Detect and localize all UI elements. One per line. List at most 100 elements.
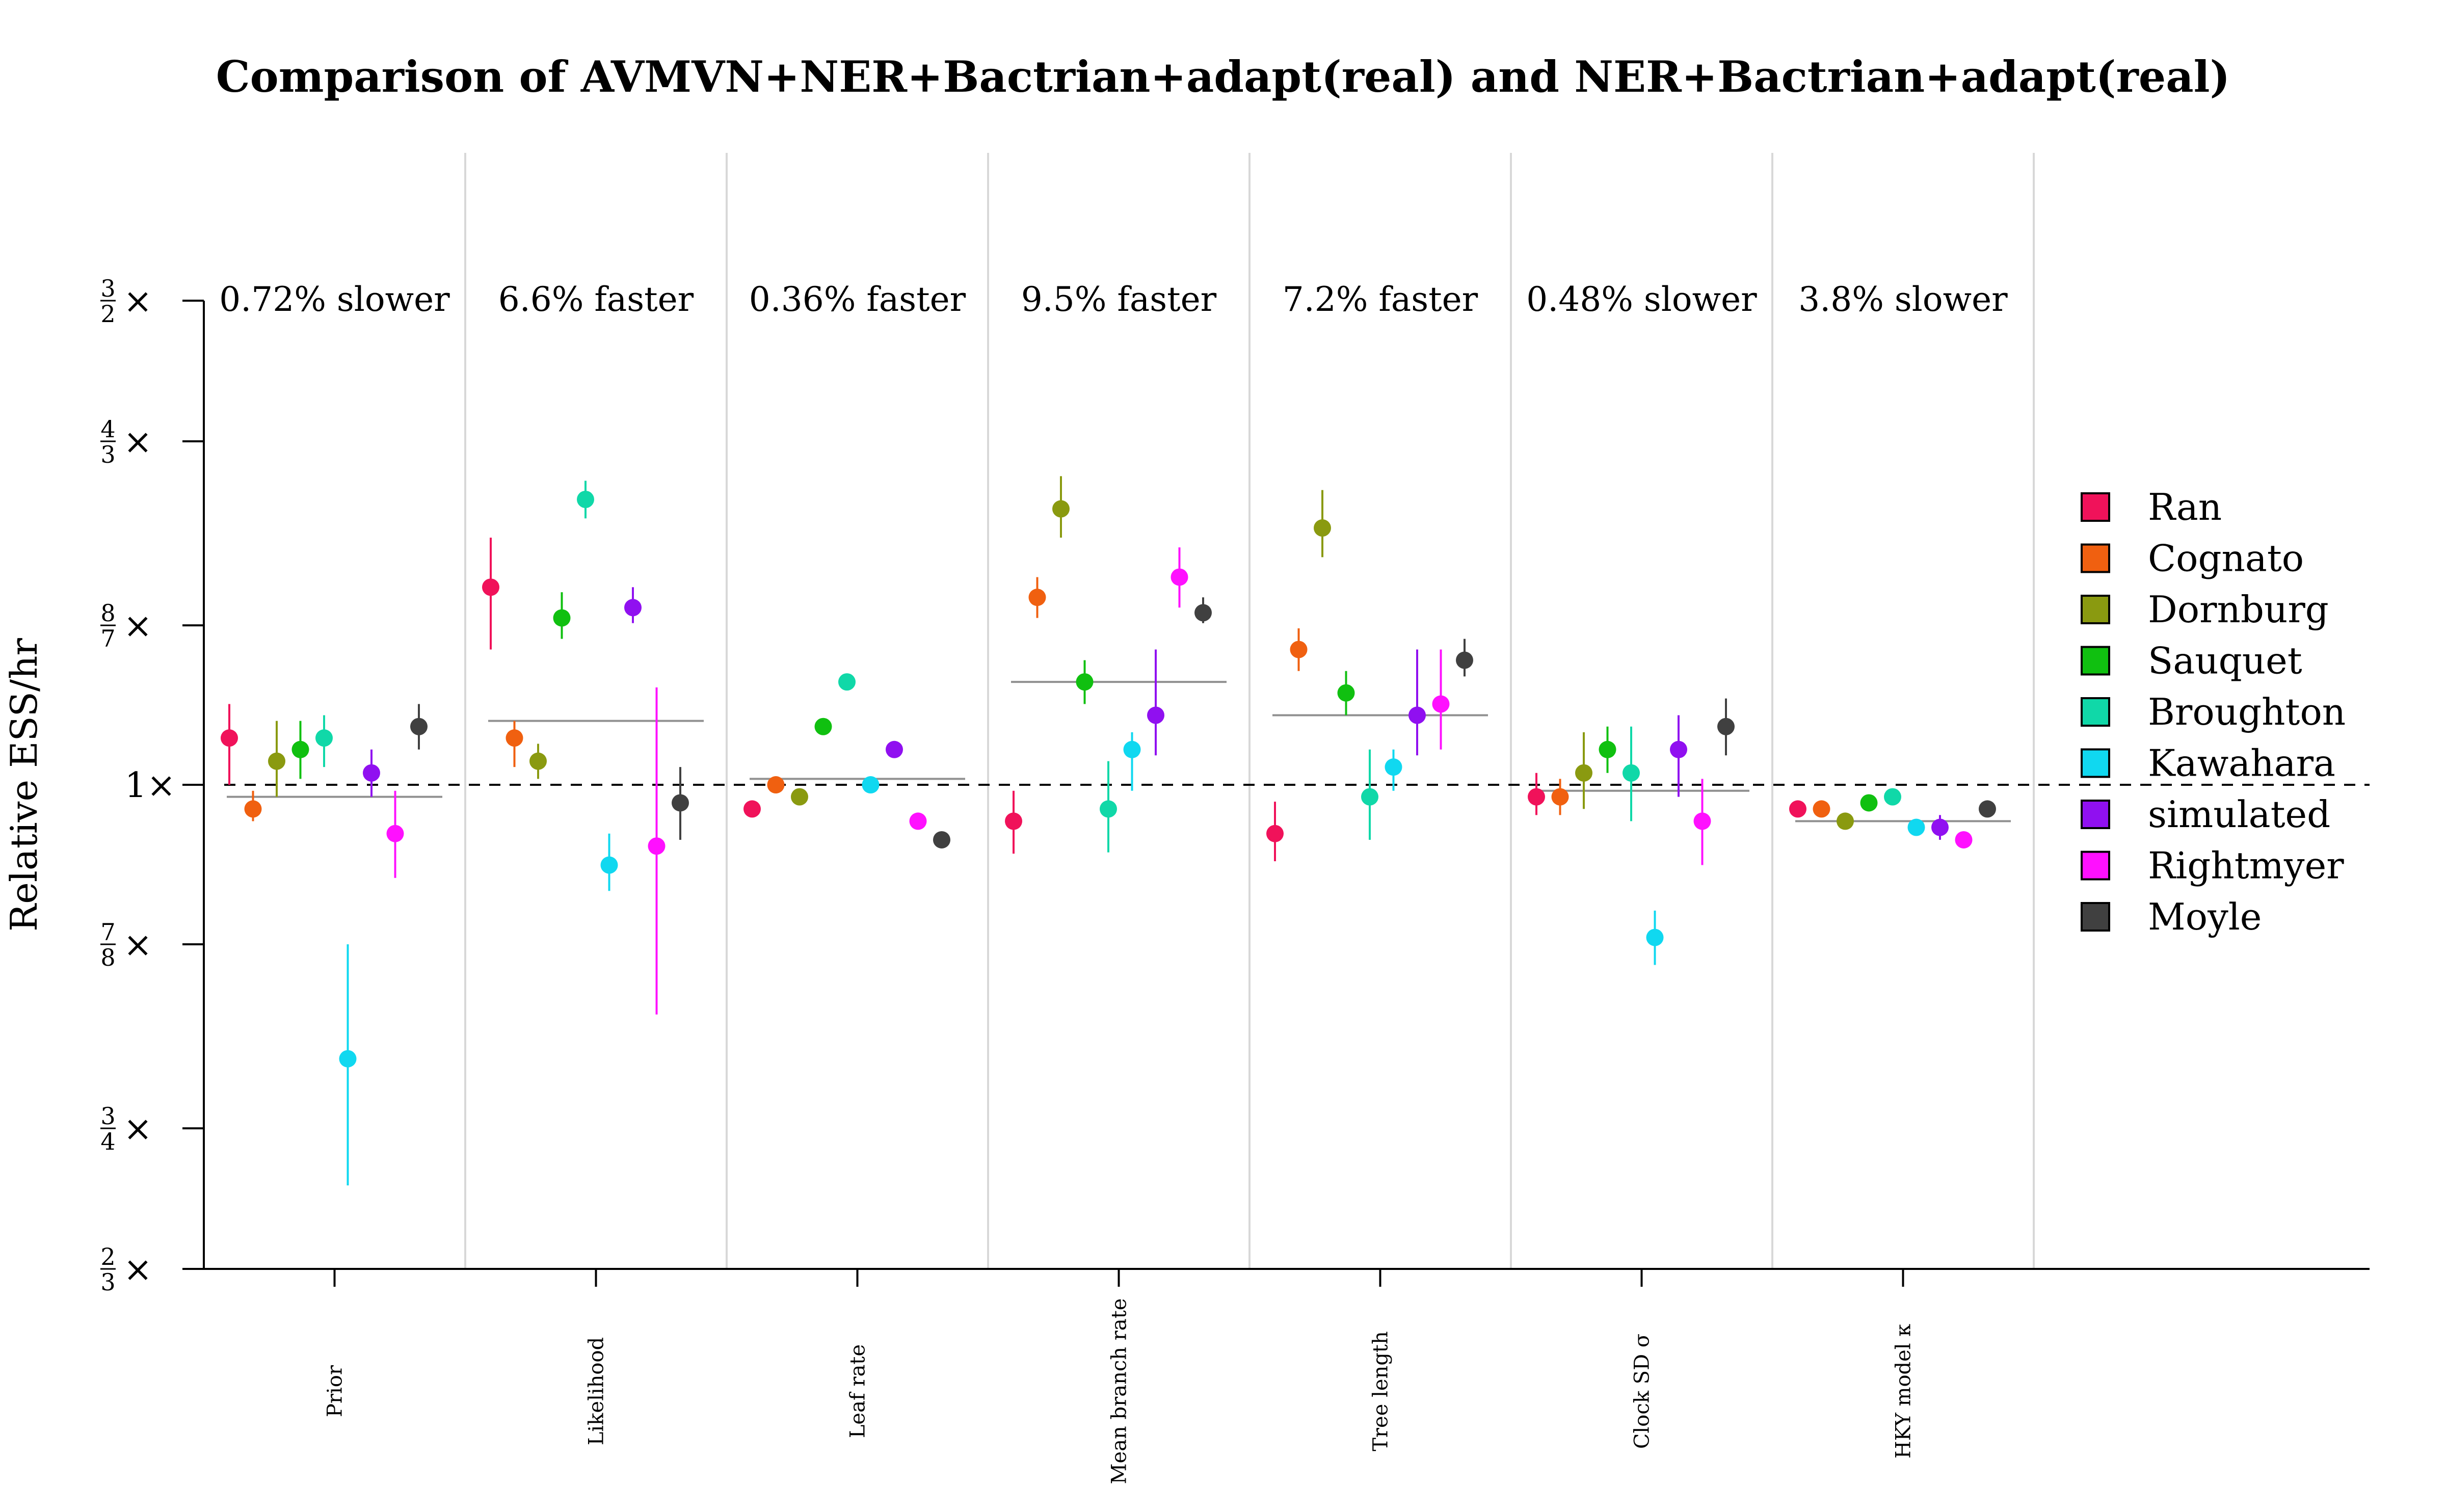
y-tick-label: 1× <box>125 765 176 806</box>
y-tick-numerator: 2 <box>100 1243 115 1270</box>
data-point <box>1123 740 1141 758</box>
data-point <box>1884 788 1901 806</box>
data-point <box>1171 568 1188 586</box>
y-tick-denominator: 3 <box>100 441 115 468</box>
data-point <box>672 794 689 812</box>
data-point <box>529 752 547 770</box>
y-tick-denominator: 4 <box>100 1128 115 1155</box>
data-point <box>862 776 880 794</box>
y-tick-label: 34 × <box>100 1102 152 1155</box>
y-tick-times: × <box>123 281 152 322</box>
data-point <box>291 740 309 758</box>
y-tick-times: × <box>123 925 152 965</box>
y-tick-label: 32 × <box>100 275 152 328</box>
legend-swatch <box>2081 851 2110 881</box>
legend-swatch <box>2081 543 2110 573</box>
data-point <box>244 800 262 818</box>
data-point <box>339 1050 357 1068</box>
data-point <box>482 578 499 596</box>
data-point <box>1693 812 1711 830</box>
y-tick-denominator: 7 <box>100 625 115 652</box>
data-point <box>221 729 238 747</box>
legend-label: simulated <box>2148 793 2330 836</box>
legend-swatch <box>2081 697 2110 727</box>
y-tick-times: × <box>123 422 152 462</box>
data-point <box>1147 706 1164 724</box>
data-point <box>1100 800 1117 818</box>
y-axis-label: Relative ESS/hr <box>3 638 45 931</box>
data-point <box>363 764 380 782</box>
y-tick-numerator: 3 <box>100 1102 115 1130</box>
data-point <box>1028 589 1046 606</box>
data-point <box>600 856 618 874</box>
data-point <box>1931 818 1949 836</box>
category-label: Likelihood <box>585 1337 608 1445</box>
data-point <box>1551 788 1569 806</box>
category-label: Leaf rate <box>846 1344 870 1438</box>
y-tick-denominator: 8 <box>100 944 115 971</box>
speed-label: 7.2% faster <box>1283 280 1478 319</box>
data-point <box>506 729 523 747</box>
data-point <box>1837 812 1854 830</box>
data-point <box>1599 740 1616 758</box>
data-point <box>1456 651 1473 669</box>
speed-label: 0.72% slower <box>219 280 450 319</box>
category-label: Clock SD σ <box>1631 1334 1654 1449</box>
data-point <box>767 776 785 794</box>
legend: Ran Cognato Dornburg Sauquet Broughton Kawaha… <box>2081 486 2346 938</box>
legend-label: Moyle <box>2148 895 2262 938</box>
legend-label: Kawahara <box>2148 742 2335 785</box>
data-point <box>1717 718 1735 735</box>
y-tick-numerator: 3 <box>100 275 115 302</box>
y-tick-label: 87 × <box>100 599 152 652</box>
data-point <box>1670 740 1687 758</box>
category-label: HKY model κ <box>1892 1324 1916 1459</box>
legend-label: Cognato <box>2148 537 2304 580</box>
data-point <box>1813 800 1830 818</box>
data-point <box>1005 812 1022 830</box>
legend-swatch <box>2081 595 2110 624</box>
chart-title: Comparison of AVMVN+NER+Bactrian+adapt(r… <box>216 51 2230 102</box>
legend-swatch <box>2081 492 2110 522</box>
y-tick-times: × <box>123 1109 152 1149</box>
data-point <box>743 800 761 818</box>
speed-label: 0.48% slower <box>1526 280 1757 319</box>
y-tick-times: × <box>123 1250 152 1290</box>
data-point <box>1860 794 1878 812</box>
data-point <box>1385 758 1402 776</box>
legend-label: Sauquet <box>2148 640 2302 682</box>
legend-swatch <box>2081 800 2110 829</box>
data-point <box>1979 800 1996 818</box>
legend-label: Broughton <box>2148 691 2346 733</box>
data-point <box>1290 641 1308 658</box>
data-point <box>315 729 333 747</box>
legend-swatch <box>2081 646 2110 676</box>
data-point <box>1789 800 1806 818</box>
data-point <box>1266 825 1284 842</box>
data-point <box>1623 764 1640 782</box>
data-point <box>909 812 927 830</box>
category-label: Tree length <box>1369 1331 1393 1451</box>
y-tick-label: 78 × <box>100 918 152 971</box>
data-point <box>1955 831 1973 848</box>
data-point <box>648 837 666 855</box>
data-point <box>1337 684 1355 702</box>
data-point <box>553 609 571 627</box>
data-point <box>838 673 856 691</box>
data-point <box>1052 500 1070 518</box>
data-point <box>1194 604 1212 622</box>
data-point <box>1432 695 1450 713</box>
legend-label: Rightmyer <box>2148 844 2344 887</box>
speed-label: 3.8% slower <box>1798 280 2008 319</box>
data-point <box>791 788 808 806</box>
data-point <box>933 831 950 848</box>
y-tick-times: × <box>123 606 152 646</box>
data-point <box>577 491 594 509</box>
legend-label: Dornburg <box>2148 588 2329 631</box>
speed-label: 6.6% faster <box>498 280 694 319</box>
data-point <box>1907 818 1925 836</box>
data-point <box>1528 788 1545 806</box>
y-tick-label: 23 × <box>100 1243 152 1296</box>
